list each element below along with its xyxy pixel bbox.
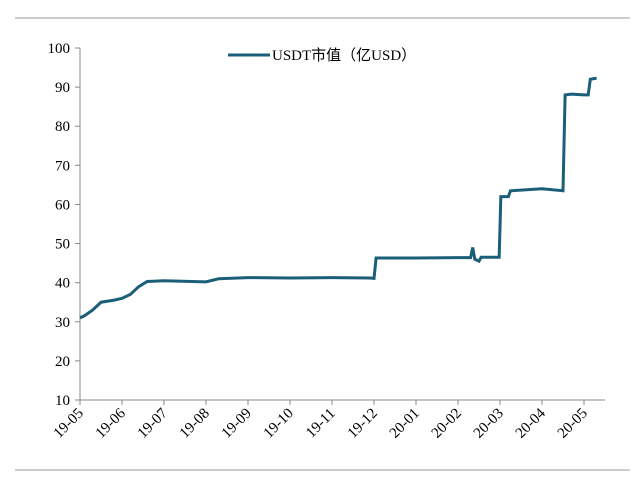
y-tick-label: 70 xyxy=(55,158,70,174)
x-tick-label: 20-02 xyxy=(429,406,465,442)
x-tick-label: 19-05 xyxy=(51,406,87,442)
y-tick-label: 50 xyxy=(55,237,70,253)
legend-label: USDT市值（亿USD） xyxy=(272,47,416,64)
y-tick-label: 100 xyxy=(48,41,71,57)
y-tick-label: 40 xyxy=(55,276,70,292)
x-tick-label: 20-01 xyxy=(387,406,423,442)
y-tick-label: 90 xyxy=(55,80,70,96)
y-tick-label: 10 xyxy=(55,393,70,409)
x-tick-label: 20-05 xyxy=(555,406,591,442)
x-tick-label: 20-04 xyxy=(513,405,549,441)
x-tick-label: 19-10 xyxy=(261,406,297,442)
x-tick-label: 19-07 xyxy=(135,405,171,441)
y-tick-label: 30 xyxy=(55,315,70,331)
x-tick-label: 19-08 xyxy=(177,406,213,442)
x-tick-label: 19-12 xyxy=(345,406,381,442)
x-tick-label: 19-11 xyxy=(303,406,339,442)
y-tick-label: 20 xyxy=(55,354,70,370)
x-tick-label: 19-09 xyxy=(219,406,255,442)
line xyxy=(79,76,597,320)
y-tick-label: 80 xyxy=(55,119,70,135)
y-tick-label: 60 xyxy=(55,197,70,213)
x-tick-label: 19-06 xyxy=(93,405,129,441)
x-tick-label: 20-03 xyxy=(471,406,507,442)
